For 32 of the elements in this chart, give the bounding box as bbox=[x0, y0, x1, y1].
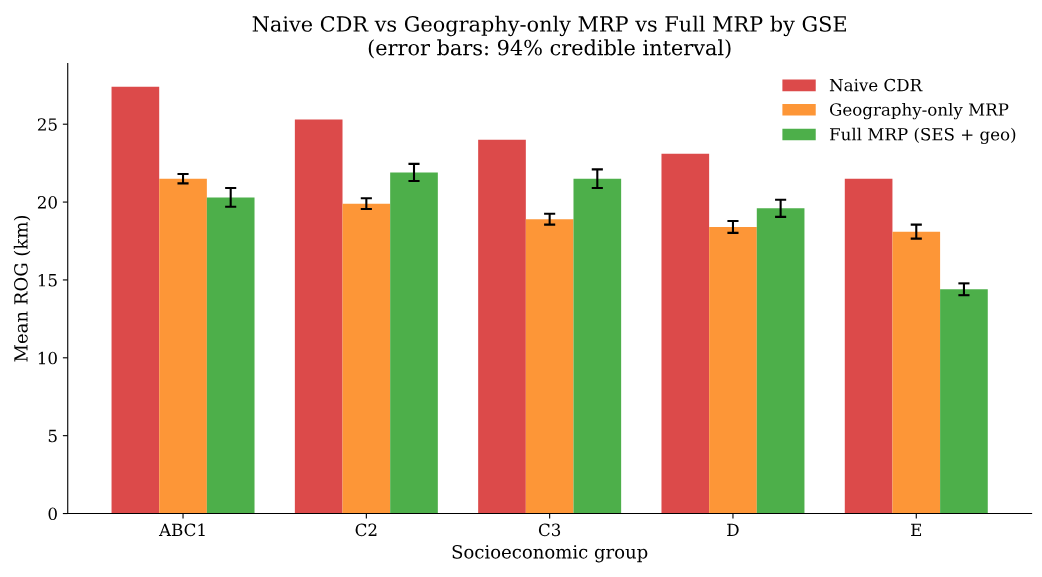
x-tick-label: ABC1 bbox=[158, 523, 205, 537]
bar bbox=[940, 289, 988, 514]
legend-label: Naive CDR bbox=[829, 78, 923, 92]
y-axis-title: Mean ROG (km) bbox=[13, 215, 31, 362]
bar bbox=[756, 208, 805, 514]
bar bbox=[342, 203, 391, 514]
bar bbox=[844, 178, 893, 514]
bar bbox=[525, 219, 574, 514]
x-tick-label: D bbox=[727, 523, 739, 536]
bar bbox=[661, 153, 710, 514]
x-tick-label: C3 bbox=[538, 523, 561, 537]
legend-label: Full MRP (SES + geo) bbox=[829, 127, 1016, 144]
bar bbox=[111, 86, 160, 514]
bar bbox=[159, 178, 207, 514]
x-axis-title: Socioeconomic group bbox=[452, 545, 648, 563]
bar bbox=[892, 231, 941, 514]
x-tick-label: C2 bbox=[355, 523, 377, 537]
bar bbox=[390, 172, 438, 514]
bar bbox=[478, 139, 526, 514]
bar bbox=[294, 119, 343, 514]
y-tick-label: 10 bbox=[38, 351, 57, 365]
bar bbox=[709, 226, 757, 514]
legend-label: Geography-only MRP bbox=[830, 102, 1009, 120]
y-tick-label: 5 bbox=[48, 429, 57, 443]
x-tick-label: E bbox=[911, 523, 922, 536]
y-tick-label: 15 bbox=[38, 273, 57, 287]
y-tick-label: 0 bbox=[48, 507, 57, 521]
y-tick-label: 20 bbox=[37, 196, 57, 209]
bar bbox=[573, 178, 622, 514]
y-tick-label: 25 bbox=[37, 118, 57, 131]
bar bbox=[206, 197, 255, 514]
chart-title: Naive CDR vs Geography-only MRP vs Full MRP by GSE (error bars: 94% credible interval) bbox=[252, 15, 846, 59]
